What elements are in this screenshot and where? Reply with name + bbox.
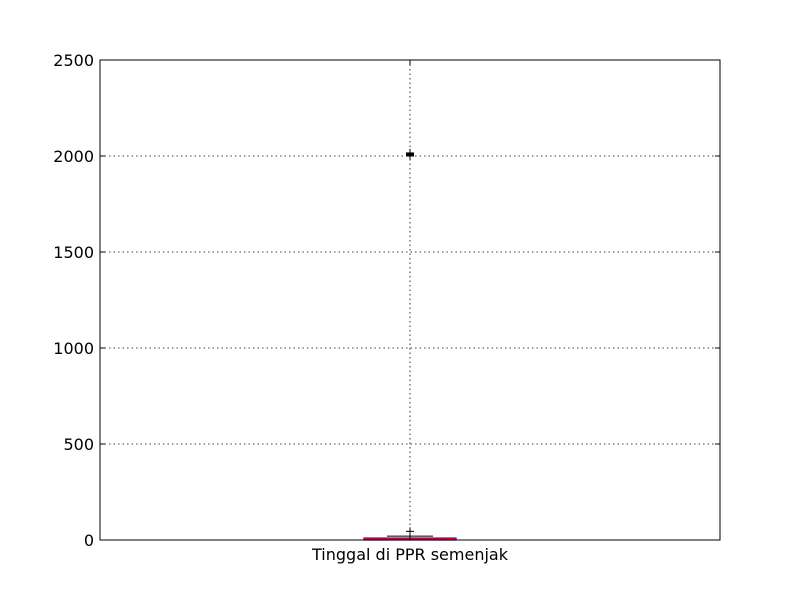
y-tick-label: 2000 xyxy=(53,147,94,166)
y-tick-label: 2500 xyxy=(53,51,94,70)
y-tick-label: 0 xyxy=(84,531,94,550)
outlier-point xyxy=(406,527,414,536)
x-category-label: Tinggal di PPR semenjak xyxy=(311,545,509,564)
y-tick-label: 1500 xyxy=(53,243,94,262)
plot-area-frame xyxy=(99,59,721,541)
y-tick-label: 500 xyxy=(63,435,94,454)
y-tick-label: 1000 xyxy=(53,339,94,358)
grid-lines xyxy=(100,59,720,541)
x-axis-category-labels: Tinggal di PPR semenjak xyxy=(311,545,509,564)
y-axis-ticks: 0 500 1000 1500 2000 2500 xyxy=(53,51,720,550)
outlier-point xyxy=(406,148,414,157)
